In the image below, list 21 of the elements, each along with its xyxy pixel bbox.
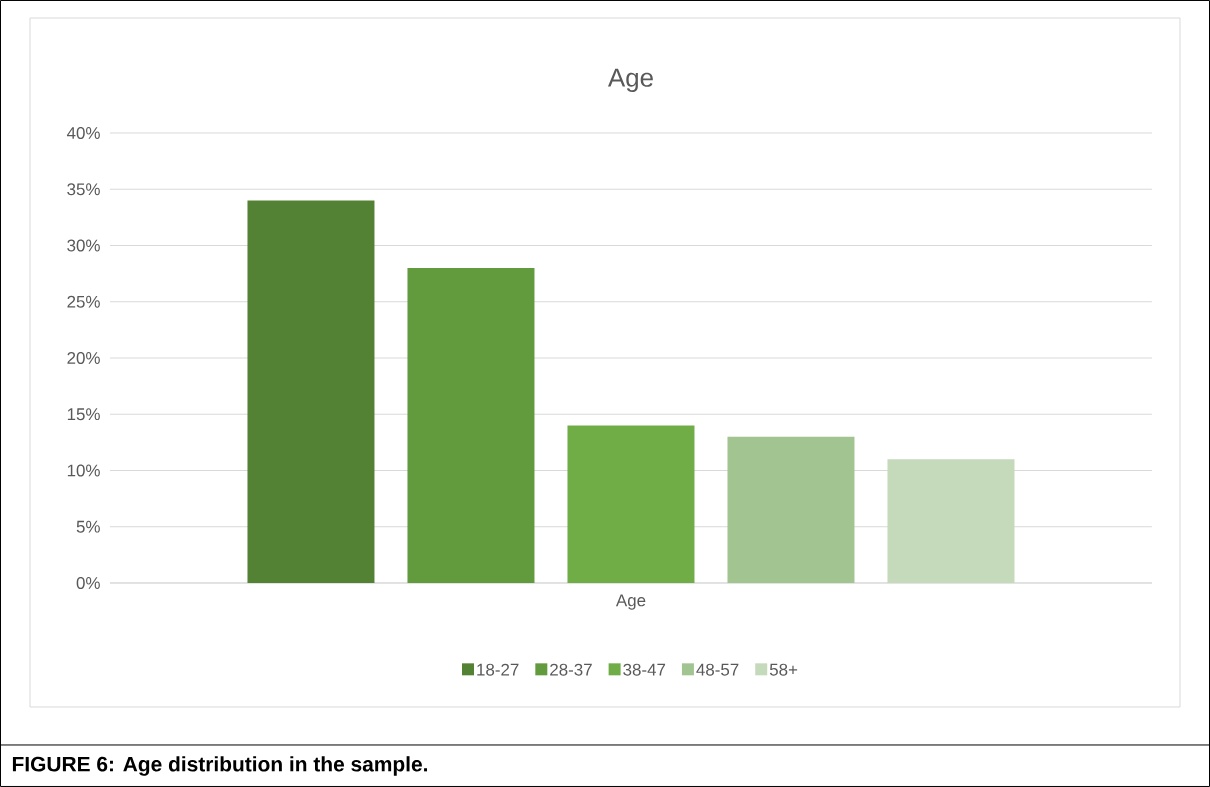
legend-label: 38-47 [623,663,666,676]
y-tick-label: 5% [76,520,100,533]
y-tick-label: 35% [67,183,100,196]
legend-label: 58+ [769,663,798,676]
bar [247,200,375,583]
bar [727,436,855,583]
caption: FIGURE 6: Age distribution in the sample. [12,756,428,776]
legend-label: 48-57 [696,663,739,676]
y-tick-label: 20% [67,351,100,364]
bar [407,267,535,583]
y-tick-label: 0% [76,576,100,589]
y-tick-label: 15% [67,408,100,421]
bar [887,459,1015,583]
bar [567,425,695,583]
y-tick-label: 40% [66,126,100,139]
chart-title: Age [607,68,653,92]
legend-label: 18-27 [477,663,519,676]
legend-label: 28-37 [550,663,592,676]
y-tick-label: 25% [67,295,100,308]
y-tick-label: 30% [67,239,100,252]
y-tick-label: 10% [67,464,100,477]
